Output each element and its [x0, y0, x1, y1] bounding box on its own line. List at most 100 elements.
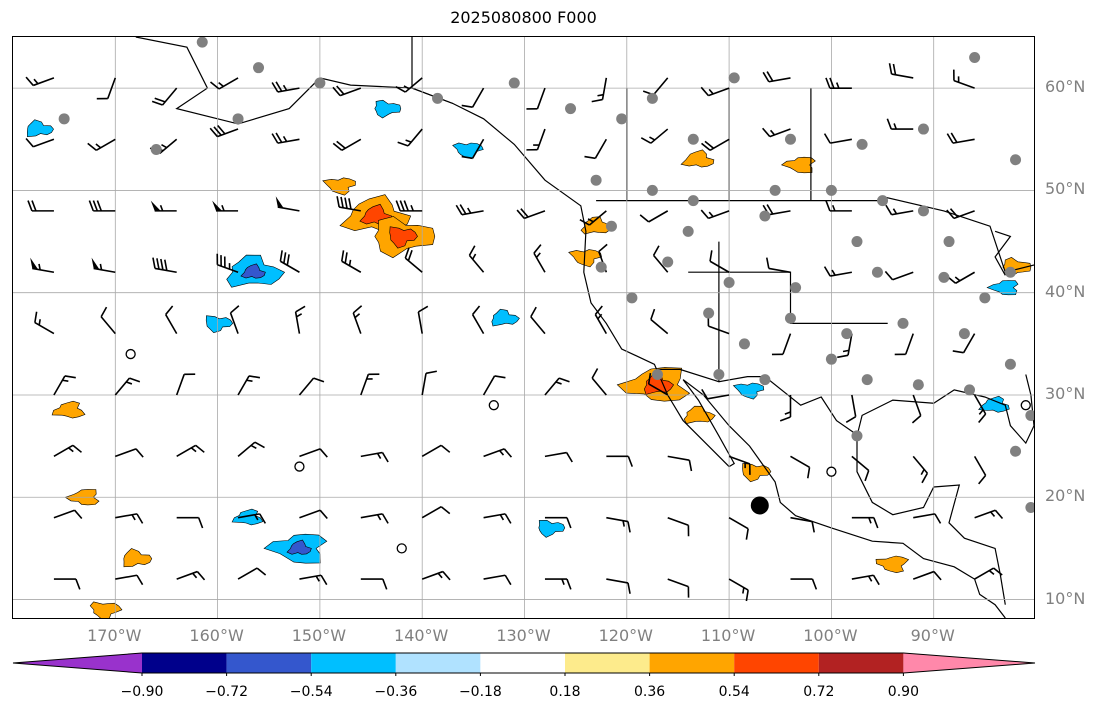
barb-half	[38, 319, 41, 326]
barb-full	[884, 270, 894, 281]
negative-contour	[231, 508, 264, 526]
colorbar-tick-label: 0.54	[718, 684, 750, 700]
barb-half	[587, 218, 594, 223]
map-canvas[interactable]	[13, 37, 1035, 619]
station-marker	[651, 369, 663, 381]
wind-barb	[115, 513, 144, 524]
barb-staff	[218, 77, 239, 90]
barb-staff	[650, 318, 669, 335]
barb-full	[254, 441, 265, 449]
colorbar-tick-label: 0.36	[634, 684, 666, 700]
barb-half	[99, 263, 103, 270]
wind-barb	[851, 455, 870, 482]
station-marker	[825, 353, 837, 365]
positive-contour	[322, 177, 356, 196]
barb-full	[921, 472, 929, 484]
barb-full	[34, 311, 38, 323]
station-marker	[508, 77, 520, 89]
barb-half	[437, 572, 443, 579]
wind-barb	[652, 245, 669, 273]
station-marker	[958, 328, 970, 340]
wind-barb	[212, 200, 239, 212]
barb-full	[639, 214, 650, 223]
station-marker	[728, 72, 740, 84]
station-marker	[232, 113, 244, 125]
barb-full	[96, 200, 103, 212]
barb-full	[213, 126, 222, 136]
calm-wind-circle	[125, 348, 136, 360]
wind-barb	[779, 394, 792, 422]
colorbar-segment	[395, 653, 481, 673]
barb-half	[250, 444, 257, 450]
barb-staff	[107, 77, 117, 99]
station-marker	[723, 276, 735, 288]
wind-barb	[544, 516, 572, 529]
barb-full	[248, 375, 261, 379]
wind-barb	[209, 124, 239, 138]
barb-full	[87, 142, 97, 151]
barb-staff	[728, 578, 749, 591]
barb-staff	[652, 254, 669, 273]
barb-staff	[667, 516, 689, 526]
wind-barb	[483, 513, 512, 524]
barb-full	[934, 513, 942, 524]
wind-barb	[851, 574, 880, 586]
wind-barb	[53, 375, 76, 396]
barb-full	[336, 196, 340, 208]
barb-half	[62, 379, 69, 383]
map-title: 2025080800 F000	[450, 8, 597, 27]
barb-staff	[913, 513, 936, 519]
barb-full	[888, 63, 893, 75]
calm-wind-circle	[396, 543, 407, 554]
barb-staff	[650, 128, 669, 144]
barb-staff	[707, 394, 730, 400]
barb-full	[395, 200, 401, 212]
station-marker	[646, 92, 658, 104]
wind-barb	[483, 574, 512, 586]
barb-half	[376, 514, 382, 521]
barb-staff	[468, 254, 485, 273]
barb-full	[688, 460, 693, 472]
barb-full	[471, 305, 481, 316]
barb-full	[911, 415, 922, 424]
wind-barb	[53, 509, 83, 520]
longitude-label: 110°W	[700, 626, 756, 645]
station-marker	[1004, 266, 1016, 278]
barb-full	[872, 574, 880, 586]
barb-full	[837, 354, 849, 359]
map-frame[interactable]	[12, 36, 1035, 619]
wind-barb	[30, 257, 55, 274]
barb-full	[994, 509, 1004, 520]
wind-barb	[340, 250, 362, 273]
station-marker	[897, 317, 909, 329]
wind-barb	[606, 455, 633, 467]
station-marker	[713, 369, 725, 381]
wind-barb	[175, 373, 196, 396]
wind-barb	[974, 509, 1004, 520]
barb-full	[230, 305, 240, 314]
wind-barb	[912, 570, 942, 581]
latitude-label: 40°N	[1045, 281, 1086, 301]
wind-barb	[884, 270, 914, 281]
barb-full	[407, 250, 413, 261]
barb-full	[397, 141, 409, 147]
barb-full	[217, 124, 226, 135]
negative-contour	[205, 315, 234, 334]
wind-barb	[913, 513, 942, 524]
barb-half	[68, 447, 74, 453]
barb-half	[498, 450, 505, 456]
barb-full	[381, 513, 389, 524]
barb-full	[163, 259, 168, 271]
wind-barb	[825, 200, 852, 212]
barb-half	[282, 84, 288, 91]
barb-full	[295, 305, 306, 313]
latitude-label: 30°N	[1045, 383, 1086, 403]
colorbar-extend-low	[13, 653, 142, 673]
barb-staff	[536, 128, 546, 150]
barb-staff	[588, 210, 607, 226]
wind-barb	[591, 77, 608, 103]
station-marker	[856, 138, 868, 150]
barb-full	[92, 200, 99, 212]
barb-full	[468, 245, 476, 256]
barb-half	[555, 381, 562, 385]
